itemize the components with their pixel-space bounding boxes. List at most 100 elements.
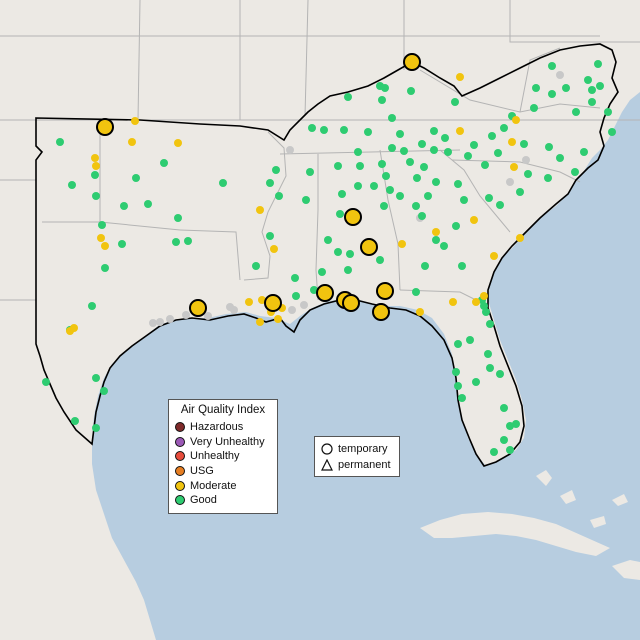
monitor-marker-good[interactable] [524,170,532,178]
monitor-marker-moderate[interactable] [131,117,139,125]
monitor-marker-good[interactable] [381,84,389,92]
monitor-marker-good[interactable] [338,190,346,198]
monitor-marker-good[interactable] [396,130,404,138]
monitor-marker-good[interactable] [386,186,394,194]
monitor-marker-moderate[interactable] [510,163,518,171]
monitor-marker-good[interactable] [88,302,96,310]
monitor-marker-good[interactable] [571,168,579,176]
monitor-marker-moderate[interactable] [256,318,264,326]
monitor-marker-good[interactable] [545,143,553,151]
monitor-marker-moderate[interactable] [256,206,264,214]
monitor-marker-good[interactable] [370,182,378,190]
monitor-marker-good[interactable] [92,424,100,432]
monitor-marker-good[interactable] [334,162,342,170]
monitor-marker-moderate[interactable] [508,138,516,146]
monitor-marker-inactive[interactable] [300,301,308,309]
monitor-marker-inactive[interactable] [204,312,212,320]
monitor-marker-good[interactable] [407,87,415,95]
monitor-marker-inactive[interactable] [230,306,238,314]
monitor-marker-good[interactable] [344,266,352,274]
monitor-marker-good[interactable] [454,340,462,348]
monitor-marker-good[interactable] [486,320,494,328]
monitor-marker-good[interactable] [252,262,260,270]
monitor-marker-good[interactable] [412,202,420,210]
monitor-marker-good[interactable] [572,108,580,116]
monitor-marker-good[interactable] [318,268,326,276]
monitor-marker-good[interactable] [420,163,428,171]
monitor-marker-good[interactable] [520,140,528,148]
monitor-marker-good[interactable] [101,264,109,272]
monitor-marker-good[interactable] [432,178,440,186]
monitor-marker-good[interactable] [396,192,404,200]
monitor-marker-good[interactable] [174,214,182,222]
monitor-marker-inactive[interactable] [286,146,294,154]
monitor-marker-good[interactable] [464,152,472,160]
monitor-marker-good[interactable] [56,138,64,146]
monitor-marker-moderate[interactable] [92,162,100,170]
monitor-marker-good[interactable] [506,446,514,454]
monitor-marker-moderate-temporary[interactable] [96,118,114,136]
monitor-marker-good[interactable] [452,368,460,376]
monitor-marker-good[interactable] [376,256,384,264]
monitor-marker-moderate-temporary[interactable] [342,294,360,312]
monitor-marker-good[interactable] [421,262,429,270]
monitor-marker-moderate[interactable] [470,216,478,224]
monitor-marker-good[interactable] [596,82,604,90]
monitor-marker-good[interactable] [132,174,140,182]
monitor-marker-good[interactable] [344,93,352,101]
monitor-marker-good[interactable] [481,161,489,169]
monitor-marker-good[interactable] [424,192,432,200]
monitor-marker-moderate-temporary[interactable] [403,53,421,71]
monitor-marker-inactive[interactable] [522,156,530,164]
monitor-marker-good[interactable] [430,127,438,135]
monitor-marker-good[interactable] [275,192,283,200]
monitor-marker-good[interactable] [92,374,100,382]
monitor-marker-good[interactable] [604,108,612,116]
monitor-marker-moderate[interactable] [449,298,457,306]
monitor-marker-good[interactable] [388,114,396,122]
monitor-marker-good[interactable] [266,232,274,240]
monitor-marker-moderate-temporary[interactable] [316,284,334,302]
monitor-marker-good[interactable] [496,370,504,378]
monitor-marker-good[interactable] [118,240,126,248]
monitor-marker-good[interactable] [418,212,426,220]
monitor-marker-inactive[interactable] [506,178,514,186]
monitor-marker-inactive[interactable] [149,319,157,327]
monitor-marker-good[interactable] [388,144,396,152]
monitor-marker-good[interactable] [594,60,602,68]
monitor-marker-good[interactable] [71,417,79,425]
monitor-marker-moderate-temporary[interactable] [372,303,390,321]
monitor-marker-good[interactable] [172,238,180,246]
monitor-marker-good[interactable] [516,188,524,196]
monitor-marker-moderate[interactable] [512,116,520,124]
monitor-marker-good[interactable] [470,141,478,149]
monitor-marker-good[interactable] [92,192,100,200]
monitor-marker-good[interactable] [430,146,438,154]
monitor-marker-moderate[interactable] [70,324,78,332]
monitor-marker-moderate[interactable] [101,242,109,250]
monitor-marker-inactive[interactable] [166,315,174,323]
monitor-marker-good[interactable] [500,124,508,132]
monitor-marker-good[interactable] [98,221,106,229]
monitor-marker-good[interactable] [441,134,449,142]
monitor-marker-good[interactable] [120,202,128,210]
monitor-marker-good[interactable] [452,222,460,230]
monitor-marker-good[interactable] [500,436,508,444]
monitor-marker-good[interactable] [219,179,227,187]
monitor-marker-good[interactable] [490,448,498,456]
monitor-marker-good[interactable] [484,350,492,358]
monitor-marker-moderate[interactable] [480,292,488,300]
monitor-marker-good[interactable] [291,274,299,282]
monitor-marker-good[interactable] [482,308,490,316]
monitor-marker-good[interactable] [494,149,502,157]
monitor-marker-inactive[interactable] [556,71,564,79]
monitor-marker-moderate[interactable] [174,139,182,147]
monitor-marker-good[interactable] [584,76,592,84]
monitor-marker-good[interactable] [580,148,588,156]
monitor-marker-good[interactable] [418,140,426,148]
monitor-marker-good[interactable] [548,90,556,98]
monitor-marker-good[interactable] [485,194,493,202]
monitor-marker-good[interactable] [488,132,496,140]
monitor-marker-good[interactable] [562,84,570,92]
